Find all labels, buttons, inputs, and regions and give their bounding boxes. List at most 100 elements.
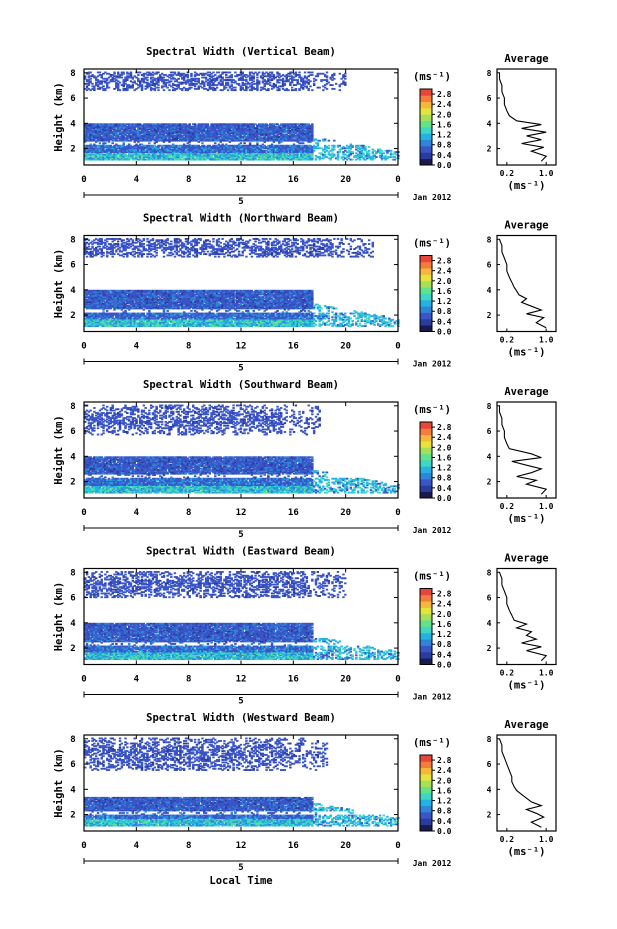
heatmap-cell <box>91 156 94 159</box>
heatmap-cell <box>116 158 120 161</box>
heatmap-cell <box>109 132 113 135</box>
heatmap-cell <box>184 82 188 85</box>
heatmap-cell <box>245 82 248 85</box>
heatmap-cell <box>111 147 114 150</box>
heatmap-cell <box>89 158 92 161</box>
heatmap-cell <box>100 135 103 138</box>
heatmap-cell <box>333 153 336 156</box>
heatmap-cell <box>94 148 98 151</box>
heatmap-cell <box>107 146 111 148</box>
heatmap-cell <box>151 81 155 84</box>
heatmap-cell <box>96 138 100 141</box>
heatmap-cell <box>232 89 235 92</box>
heatmap-cell <box>223 255 226 258</box>
heatmap-cell <box>122 157 125 160</box>
heatmap-cell <box>206 71 210 74</box>
heatmap-cell <box>87 138 91 141</box>
heatmap-cell <box>118 129 122 132</box>
heatmap-cell <box>91 134 94 137</box>
heatmap-cell <box>105 86 109 89</box>
heatmap-cell <box>111 124 114 127</box>
heatmap-cell <box>173 72 177 75</box>
heatmap-cell <box>159 79 162 81</box>
heatmap-cell <box>212 240 215 243</box>
heatmap-cell <box>87 81 91 84</box>
heatmap-cell <box>113 127 116 129</box>
heatmap-cell <box>151 238 155 240</box>
heatmap-cell <box>287 80 290 83</box>
heatmap-cell <box>124 134 127 137</box>
heatmap-cell <box>296 74 299 76</box>
heatmap-cell <box>109 135 113 138</box>
heatmap-cell <box>192 79 195 81</box>
heatmap-cell <box>155 81 158 84</box>
heatmap-cell <box>124 123 127 126</box>
heatmap-cell <box>151 87 155 90</box>
heatmap-cell <box>149 86 153 89</box>
heatmap-cell <box>182 76 186 79</box>
heatmap-cell <box>149 76 153 79</box>
heatmap-cell <box>171 253 175 256</box>
heatmap-cell <box>208 82 211 85</box>
heatmap-cell <box>184 80 188 83</box>
heatmap-cell <box>111 137 114 140</box>
heatmap-cell <box>85 152 89 155</box>
heatmap-cell <box>116 71 120 74</box>
heatmap-cell <box>98 125 102 128</box>
heatmap-cell <box>214 87 217 90</box>
heatmap-cell <box>300 77 303 80</box>
heatmap-cell <box>307 79 310 81</box>
heatmap-cell <box>137 74 140 76</box>
heatmap-cell <box>272 86 276 89</box>
heatmap-cell <box>91 132 94 135</box>
heatmap-cell <box>94 141 98 143</box>
heatmap-cell <box>131 84 135 87</box>
heatmap-cell <box>98 144 102 147</box>
heatmap-cell <box>208 71 211 74</box>
heatmap-cell <box>135 87 138 90</box>
heatmap-cell <box>228 75 232 78</box>
heatmap-cell <box>333 77 336 80</box>
heatmap-cell <box>248 142 252 145</box>
heatmap-cell <box>212 84 215 87</box>
heatmap-cell <box>252 80 255 83</box>
heatmap-cell <box>311 123 314 126</box>
heatmap-cell <box>87 153 91 156</box>
heatmap-cell <box>243 82 246 85</box>
heatmap-cell <box>151 74 155 76</box>
heatmap-cell <box>111 148 114 151</box>
heatmap-cell <box>115 137 118 140</box>
heatmap-cell <box>208 77 211 80</box>
heatmap-cell <box>122 138 125 141</box>
heatmap-cell <box>290 77 294 80</box>
heatmap-cell <box>186 79 190 81</box>
heatmap-cell <box>342 74 345 76</box>
heatmap-cell <box>248 71 252 74</box>
heatmap-cell <box>120 132 124 135</box>
heatmap-cell <box>157 71 160 74</box>
heatmap-cell <box>307 89 310 92</box>
heatmap-cell <box>166 79 169 81</box>
heatmap-cell <box>89 135 92 138</box>
heatmap-cell <box>98 151 102 153</box>
heatmap-cell <box>118 74 122 76</box>
heatmap-cell <box>234 71 237 74</box>
heatmap-cell <box>256 84 259 87</box>
heatmap-cell <box>239 87 243 90</box>
heatmap-cell <box>102 157 105 160</box>
heatmap-cell <box>135 82 138 85</box>
heatmap-cell <box>146 255 149 258</box>
heatmap-cell <box>102 254 105 257</box>
heatmap-cell <box>362 152 365 155</box>
heatmap-cell <box>307 87 310 90</box>
heatmap-cell <box>287 75 290 78</box>
heatmap-cell <box>120 154 124 157</box>
heatmap-cell <box>105 240 109 243</box>
heatmap-cell <box>214 77 217 80</box>
heatmap-cell <box>283 80 287 83</box>
heatmap-cell <box>113 139 116 142</box>
heatmap-cell <box>116 153 120 156</box>
heatmap-cell <box>87 129 91 132</box>
heatmap-cell <box>351 151 354 153</box>
heatmap-cell <box>256 85 259 88</box>
